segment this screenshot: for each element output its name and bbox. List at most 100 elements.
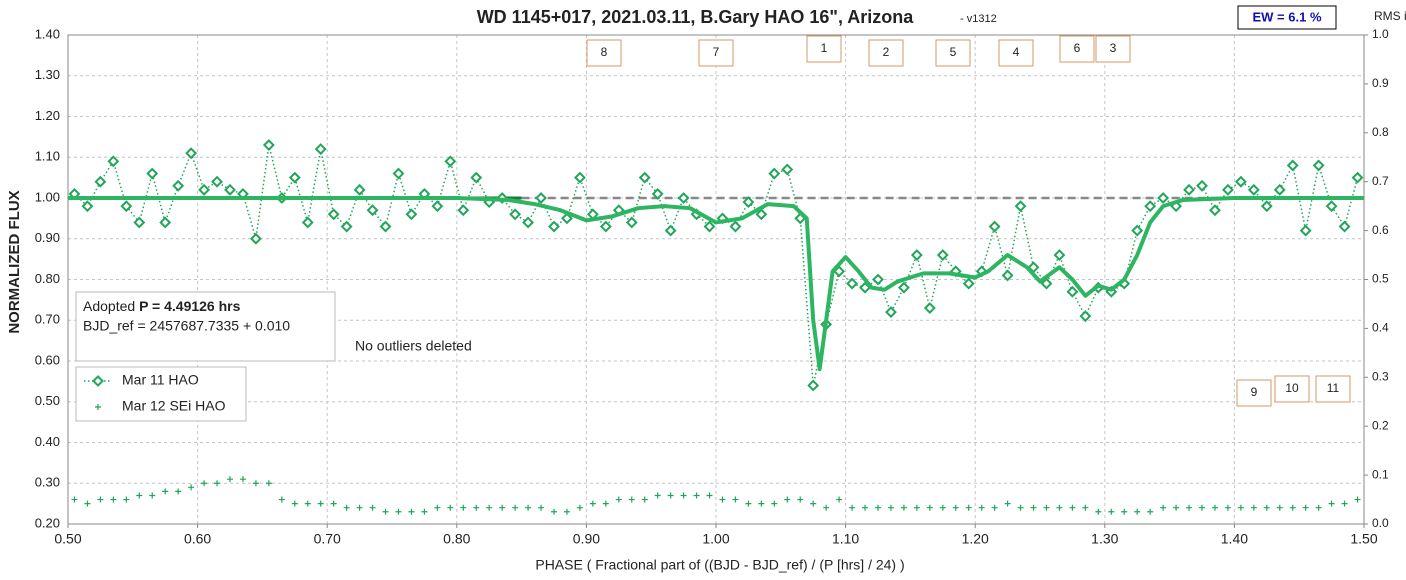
data-point [1095,508,1102,515]
data-point [1351,171,1364,184]
data-point [278,496,285,503]
data-point [434,504,441,511]
dip-label-box [1059,35,1095,63]
data-point [1354,496,1361,503]
data-point [680,492,687,499]
data-point [1302,504,1309,511]
data-point [1250,504,1257,511]
data-point [408,508,415,515]
data-point [447,504,454,511]
data-point [265,480,272,487]
data-point [392,167,405,180]
data-point [1312,159,1325,172]
data-point [561,212,573,225]
dip-label-box [1095,35,1131,63]
dip-label: 9 [1251,385,1258,399]
data-point [962,277,975,290]
data-point [512,504,519,511]
data-point [1315,504,1322,511]
data-point [887,504,894,511]
data-point [252,480,259,487]
data-point [1066,285,1079,298]
data-point [149,492,156,499]
data-point [599,220,612,233]
data-point [885,306,897,319]
data-point [875,504,881,511]
data-point [1338,220,1351,233]
data-point [988,220,1001,233]
data-point [185,147,198,160]
data-point [1147,508,1154,515]
data-point [1186,504,1193,511]
y2-tick-label: 0.4 [1372,321,1389,335]
data-point [211,175,223,188]
data-point [846,277,858,290]
data-point [1247,183,1260,196]
model-curve [68,196,1364,372]
y-tick-label: 0.20 [35,515,60,530]
data-point [548,220,560,233]
y2-tick-label: 0.5 [1372,272,1389,286]
data-point [952,504,959,511]
data-point [395,508,402,515]
x-tick-label: 1.50 [1350,531,1377,547]
y-tick-label: 1.20 [35,108,60,123]
data-point [1209,204,1221,217]
x-tick-label: 1.00 [702,531,729,547]
data-point [589,500,596,507]
data-point [1040,277,1053,290]
data-point [563,508,570,515]
data-point [1286,159,1299,172]
data-point [1325,200,1338,213]
dip-label: 8 [601,45,608,59]
data-point [703,220,716,233]
data-point [224,183,236,196]
data-point [509,208,522,221]
data-point [431,200,444,213]
ew-box [1237,5,1337,30]
data-point [146,167,159,180]
data-point [1299,224,1312,237]
data-point [538,504,545,511]
y-tick-label: 1.40 [35,26,60,41]
data-point [288,171,301,184]
data-point [1160,504,1167,511]
data-point [107,155,120,168]
data-point [172,179,185,192]
data-point [535,192,547,204]
data-point [343,504,350,511]
data-point [1196,179,1208,192]
data-point [1260,200,1273,213]
data-point [836,496,843,503]
data-point [900,504,907,511]
data-point [638,171,651,184]
data-point [301,216,314,229]
data-point [1222,183,1234,196]
data-point [729,220,742,233]
x-tick-label: 0.70 [314,531,341,547]
data-point [1121,508,1128,515]
y2-tick-label: 1.0 [1372,27,1389,41]
y2-tick-label: 0.8 [1372,125,1389,139]
data-point [628,496,635,503]
data-point [473,504,480,511]
dip-label-box [868,39,904,67]
y-tick-label: 0.70 [35,312,60,327]
plot-frame [67,34,1365,525]
data-point [898,281,910,294]
series-line [73,144,1359,386]
y2-tick-label: 0.1 [1372,467,1389,481]
data-point [369,504,376,511]
legend-label: Mar 12 SEi HAO [122,398,226,414]
dip-label-box [998,39,1034,67]
data-point [784,496,791,503]
data-point [1108,508,1115,515]
data-point [133,216,146,229]
data-point [1234,175,1247,188]
data-point [719,496,726,503]
data-point [1328,500,1335,507]
data-point [641,496,648,503]
data-point [110,496,117,503]
data-point [823,504,830,511]
